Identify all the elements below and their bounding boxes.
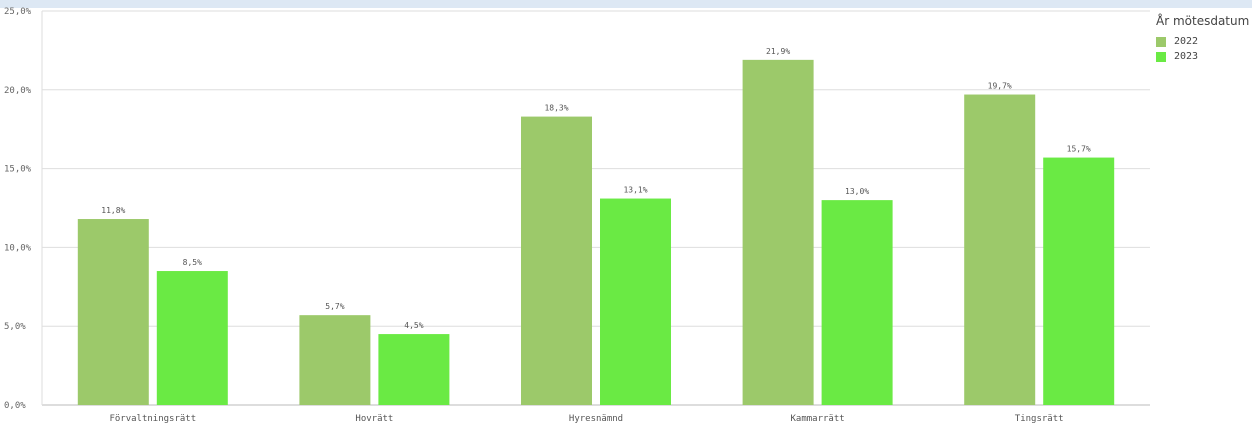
bar-2023-1 bbox=[378, 334, 450, 405]
bar-2022-0 bbox=[77, 219, 149, 405]
data-label: 15,7% bbox=[1067, 145, 1091, 154]
x-tick-label: Hovrätt bbox=[355, 414, 393, 424]
legend-item-2022[interactable]: 2022 bbox=[1156, 34, 1249, 49]
data-labels: 11,8% 8,5% 5,7% 4,5% 18,3% 13,1% 21,9% 13,0% 19,… bbox=[101, 47, 1091, 330]
data-label: 13,1% bbox=[623, 186, 647, 195]
y-axis: 0,0% 5,0% 10,0% 15,0% 20,0% 25,0% bbox=[4, 7, 32, 411]
x-tick-label: Hyresnämnd bbox=[569, 414, 623, 424]
x-axis: Förvaltningsrätt Hovrätt Hyresnämnd Kammarr… bbox=[109, 414, 1063, 424]
bar-2022-3 bbox=[742, 59, 814, 406]
bar-2022-2 bbox=[521, 116, 592, 405]
bar-2023-3 bbox=[821, 200, 893, 405]
legend-label: 2023 bbox=[1174, 51, 1199, 62]
x-tick-label: Förvaltningsrätt bbox=[109, 414, 196, 424]
legend-title: År mötesdatum bbox=[1156, 14, 1250, 28]
legend-label: 2022 bbox=[1174, 36, 1199, 47]
data-label: 18,3% bbox=[544, 104, 568, 113]
top-bar bbox=[0, 0, 1252, 8]
x-tick-label: Tingsrätt bbox=[1015, 414, 1064, 424]
y-tick-label: 5,0% bbox=[4, 322, 26, 332]
data-label: 21,9% bbox=[766, 47, 790, 56]
data-label: 13,0% bbox=[845, 187, 869, 196]
y-tick-label: 15,0% bbox=[4, 165, 32, 175]
y-tick-label: 0,0% bbox=[4, 401, 26, 411]
bar-2023-0 bbox=[156, 271, 228, 405]
bars bbox=[77, 59, 1115, 406]
data-label: 5,7% bbox=[325, 302, 344, 311]
legend: År mötesdatum 2022 2023 bbox=[1156, 14, 1249, 64]
bar-2023-4 bbox=[1043, 157, 1115, 405]
data-label: 19,7% bbox=[988, 82, 1012, 91]
y-tick-label: 20,0% bbox=[4, 86, 32, 96]
bar-2023-2 bbox=[600, 198, 671, 405]
legend-item-2023[interactable]: 2023 bbox=[1156, 49, 1249, 64]
y-tick-label: 25,0% bbox=[4, 7, 32, 17]
bar-2022-4 bbox=[964, 94, 1036, 405]
x-tick-label: Kammarrätt bbox=[791, 414, 845, 424]
data-label: 11,8% bbox=[101, 206, 125, 215]
legend-swatch bbox=[1156, 36, 1166, 47]
legend-swatch bbox=[1156, 51, 1166, 62]
bar-2022-1 bbox=[299, 315, 371, 405]
data-label: 4,5% bbox=[404, 321, 423, 330]
data-label: 8,5% bbox=[183, 258, 202, 267]
y-tick-label: 10,0% bbox=[4, 243, 32, 253]
